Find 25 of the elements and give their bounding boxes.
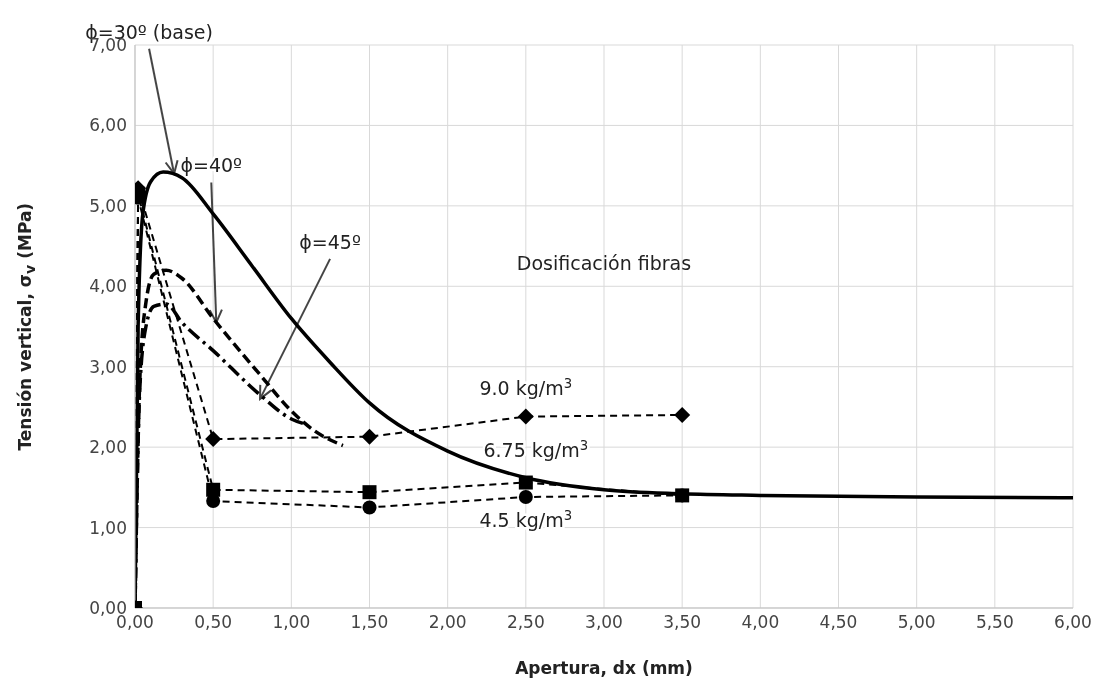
x-tick-label: 4,00 — [741, 612, 780, 633]
annotation: ϕ=45º — [299, 230, 361, 253]
x-tick-label: 6,00 — [1054, 612, 1092, 633]
x-tick-label: 5,00 — [897, 612, 936, 633]
x-axis-title: Apertura, dx (mm) — [514, 658, 694, 678]
x-tick-label: 1,50 — [350, 612, 389, 633]
x-tick-label: 3,50 — [663, 612, 702, 633]
x-tick-label: 2,50 — [506, 612, 545, 633]
y-tick-label: 1,00 — [89, 517, 127, 538]
y-tick-label: 4,00 — [89, 276, 127, 297]
x-tick-label: 4,50 — [819, 612, 858, 633]
x-tick-label: 1,00 — [272, 612, 311, 633]
annotation: ϕ=40º — [180, 154, 243, 177]
x-tick-label: 3,00 — [585, 612, 623, 633]
x-tick-label: 5,50 — [975, 612, 1014, 633]
annotation: 4.5 kg/m$^{3}$ — [479, 507, 573, 532]
y-tick-label: 5,00 — [89, 195, 127, 216]
y-tick-label: 3,00 — [89, 356, 127, 377]
y-tick-label: 6,00 — [89, 115, 127, 136]
x-tick-label: 0,50 — [194, 612, 233, 633]
y-tick-label: 2,00 — [89, 437, 127, 458]
x-tick-label: 2,00 — [428, 612, 467, 633]
annotation: 6.75 kg/m$^{3}$ — [483, 437, 589, 461]
annotation: Dosificación fibras — [516, 252, 692, 275]
annotation: 9.0 kg/m$^{3}$ — [479, 375, 573, 399]
